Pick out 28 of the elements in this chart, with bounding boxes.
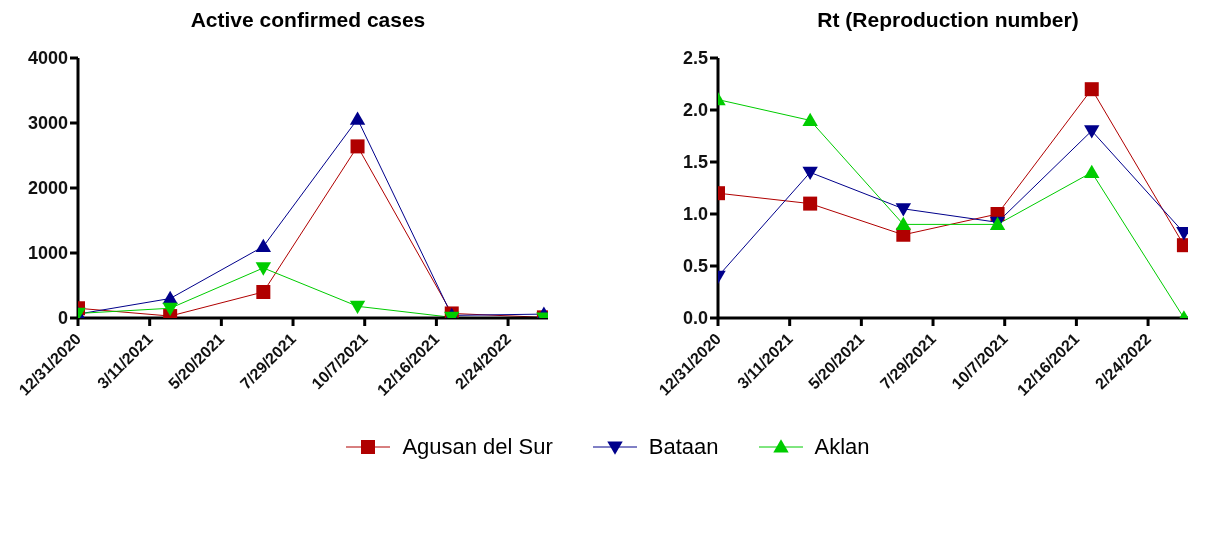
y-tick-label: 0.0 (682, 308, 708, 329)
point (350, 139, 365, 154)
point (256, 285, 271, 299)
y-tick-label: 4000 (27, 48, 68, 69)
point (802, 112, 818, 126)
point (349, 111, 366, 125)
y-tick-label: 1000 (27, 243, 68, 264)
y-tick-label: 2.5 (682, 48, 708, 69)
y-tick-label: 0.5 (682, 256, 708, 277)
y-tick-label: 1.5 (682, 152, 708, 173)
point (1084, 125, 1100, 139)
y-tick-label: 1.0 (682, 204, 708, 225)
y-tick-label: 3000 (27, 113, 68, 134)
chart-title: Active confirmed cases (189, 8, 427, 33)
point (802, 166, 818, 181)
point (1084, 82, 1099, 97)
y-tick-label: 0 (57, 308, 68, 329)
point (1084, 164, 1100, 178)
legend-label: Agusan del Sur (402, 434, 553, 460)
legend-label: Aklan (814, 434, 870, 460)
legend-label: Bataan (648, 434, 719, 460)
point (895, 216, 912, 230)
point (895, 203, 912, 217)
chart-title: Rt (Reproduction number) (816, 8, 1080, 33)
y-tick-label: 2.0 (682, 100, 708, 121)
point (803, 196, 818, 211)
y-tick-label: 2000 (27, 178, 68, 199)
point (255, 238, 272, 253)
